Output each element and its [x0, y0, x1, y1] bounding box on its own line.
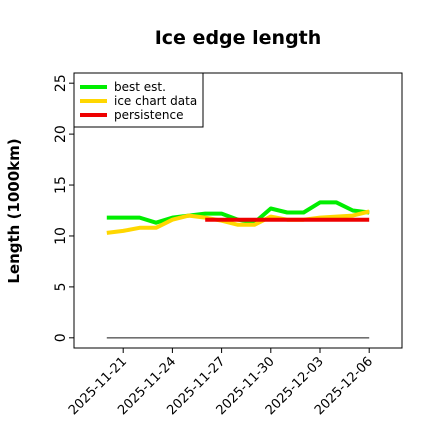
y-tick-label: 5	[53, 282, 69, 291]
plot-area	[73, 72, 403, 349]
series-layer	[106, 200, 370, 339]
y-tick-label: 15	[53, 176, 69, 194]
y-tick-label: 0	[53, 333, 69, 342]
y-tick-label: 20	[53, 125, 69, 143]
y-tick-label: 25	[53, 74, 69, 92]
y-axis: 0 5 10 15 20 25	[53, 74, 74, 342]
series-line-ice-chart-data	[106, 209, 370, 235]
legend-label: ice chart data	[114, 94, 197, 108]
legend-label: persistence	[114, 108, 183, 122]
legend-label: best est.	[114, 80, 166, 94]
y-tick-label: 10	[53, 227, 69, 245]
x-axis: 2025-11-212025-11-242025-11-272025-11-30…	[66, 348, 376, 418]
chart-title: Ice edge length	[155, 27, 322, 49]
y-axis-label: Length (1000km)	[5, 138, 23, 283]
